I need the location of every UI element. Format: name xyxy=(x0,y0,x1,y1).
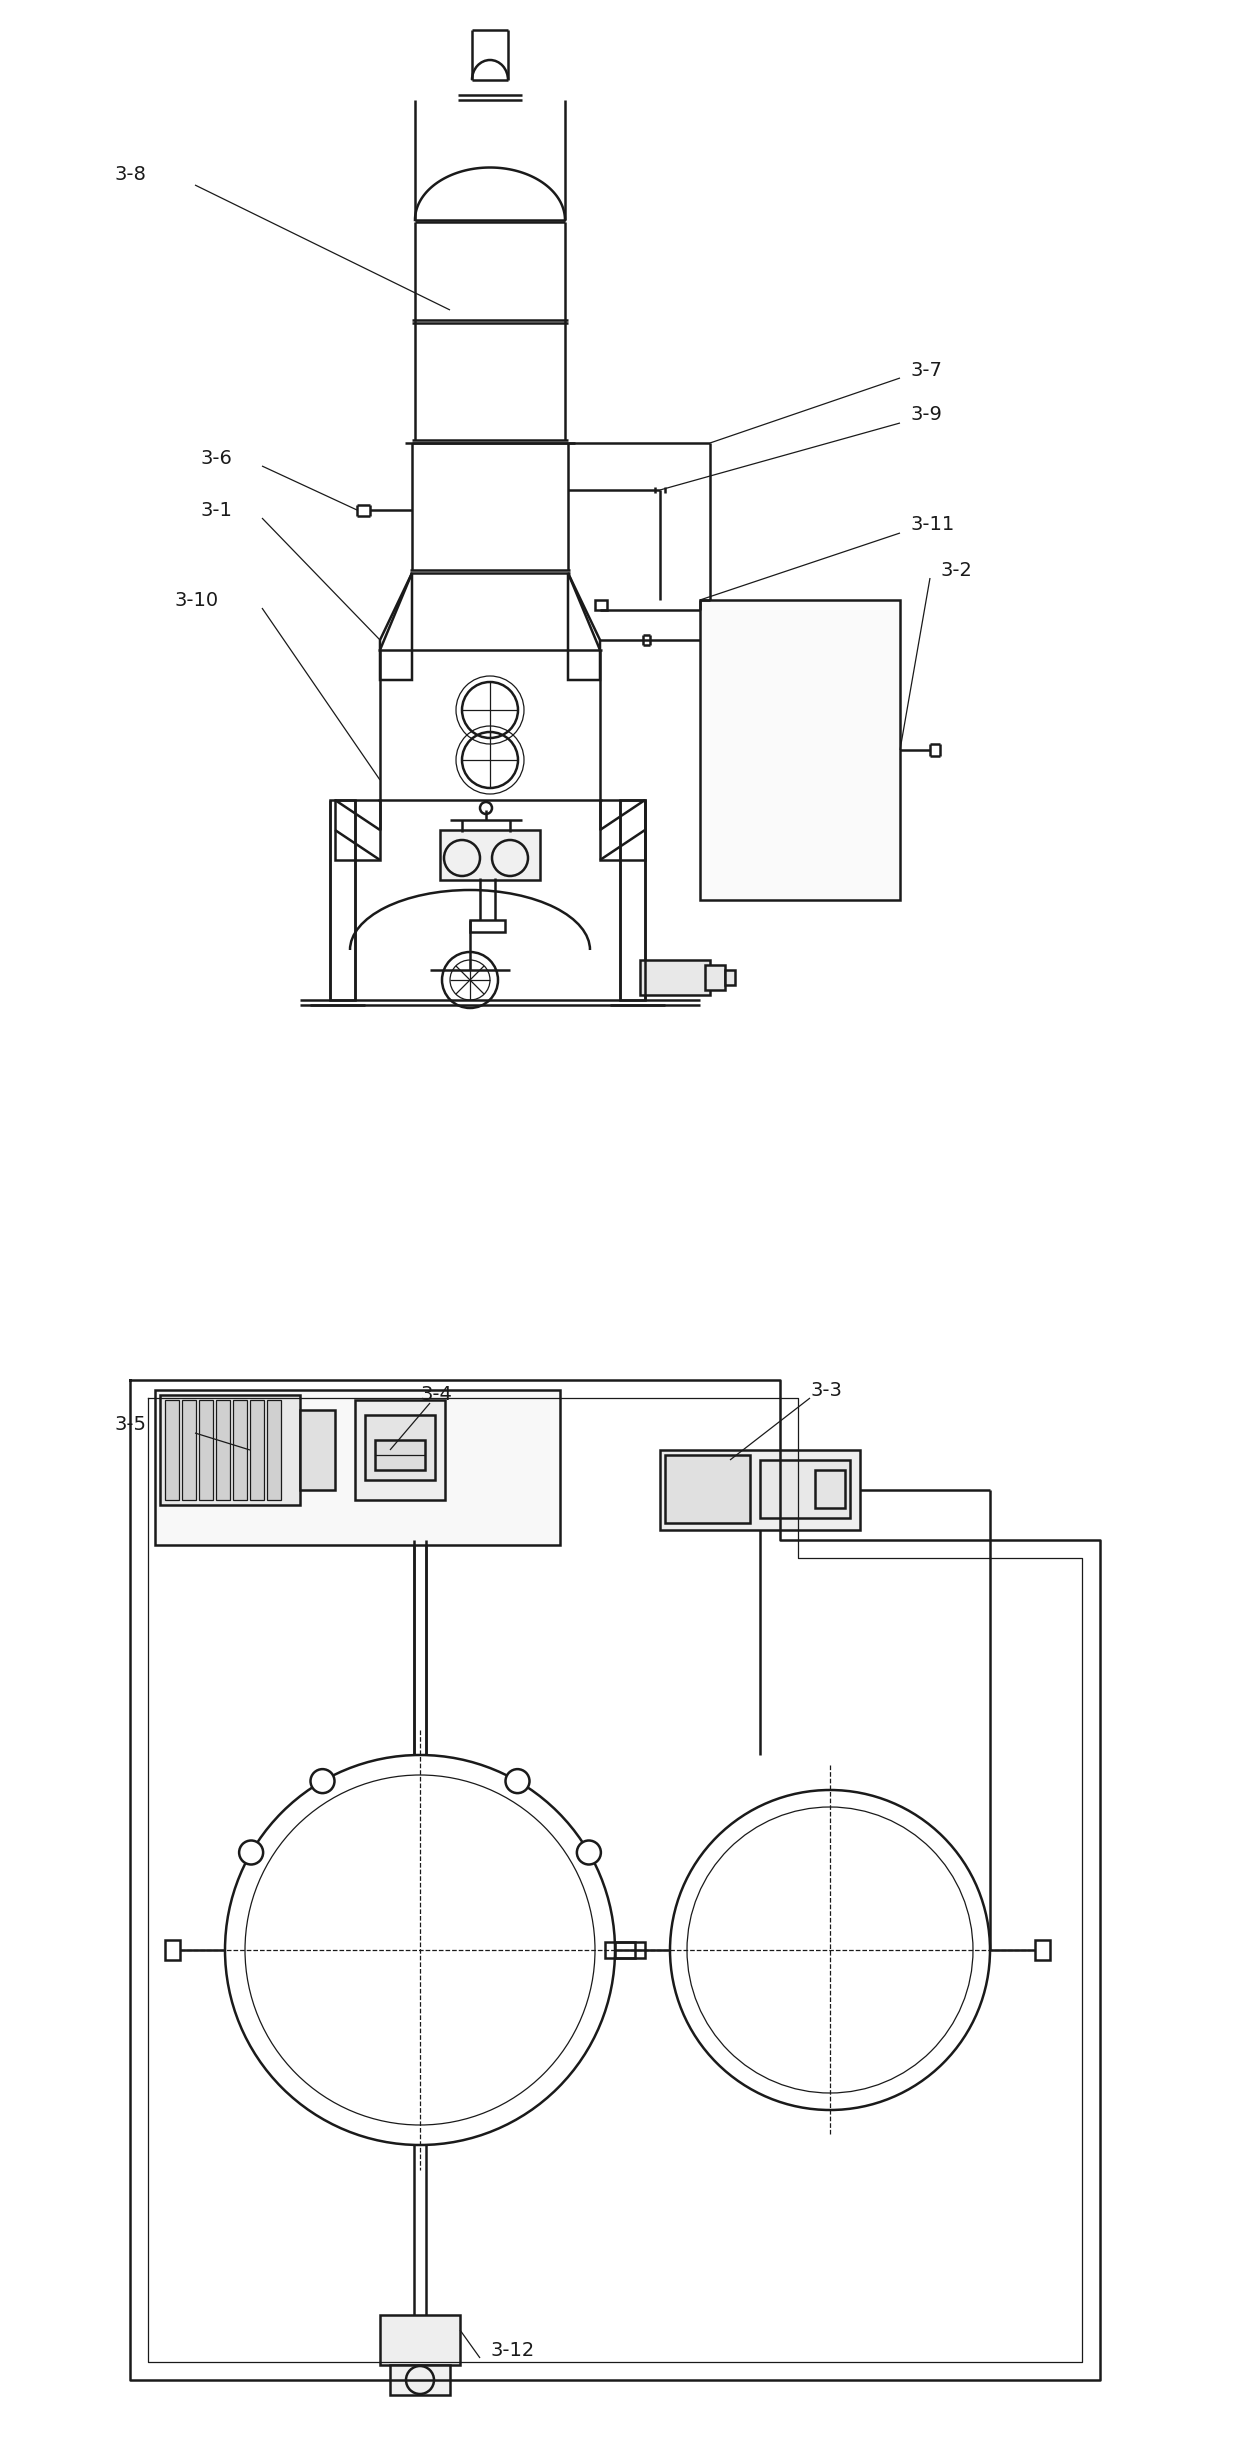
Bar xyxy=(440,831,539,880)
Bar xyxy=(355,1399,445,1500)
Bar xyxy=(182,1399,196,1500)
Bar xyxy=(725,969,735,986)
Bar xyxy=(267,1399,281,1500)
Bar xyxy=(665,1456,750,1522)
Bar xyxy=(391,2366,450,2395)
Bar xyxy=(250,1399,264,1500)
Text: 3-11: 3-11 xyxy=(910,516,955,534)
Text: 3-4: 3-4 xyxy=(420,1384,451,1404)
Bar xyxy=(701,600,900,900)
Bar xyxy=(1035,1940,1050,1960)
Circle shape xyxy=(310,1768,335,1793)
Text: 3-10: 3-10 xyxy=(175,590,219,610)
Bar xyxy=(706,964,725,991)
Bar xyxy=(660,1451,861,1529)
Text: 3-1: 3-1 xyxy=(200,502,232,519)
Bar xyxy=(155,1389,560,1544)
Bar xyxy=(365,1414,435,1480)
Bar xyxy=(615,1943,645,1957)
Bar xyxy=(620,799,645,1001)
Circle shape xyxy=(506,1768,529,1793)
Text: 3-5: 3-5 xyxy=(115,1416,148,1434)
Bar xyxy=(233,1399,247,1500)
Bar xyxy=(330,799,355,1001)
Bar xyxy=(815,1470,844,1507)
Bar xyxy=(374,1441,425,1470)
Bar xyxy=(605,1943,635,1957)
Bar xyxy=(470,920,505,932)
Text: 3-3: 3-3 xyxy=(810,1379,842,1399)
Bar xyxy=(216,1399,229,1500)
Bar xyxy=(165,1399,179,1500)
Bar xyxy=(160,1394,300,1505)
Bar xyxy=(165,1940,180,1960)
Bar xyxy=(300,1409,335,1490)
Circle shape xyxy=(239,1839,263,1864)
Text: 3-6: 3-6 xyxy=(200,448,232,467)
Text: 3-8: 3-8 xyxy=(115,165,146,184)
Text: 3-7: 3-7 xyxy=(910,361,942,379)
Bar xyxy=(379,2314,460,2366)
Bar xyxy=(595,600,608,610)
Text: 3-12: 3-12 xyxy=(490,2341,534,2361)
Text: 3-9: 3-9 xyxy=(910,406,942,425)
Text: 3-2: 3-2 xyxy=(940,561,972,580)
Circle shape xyxy=(577,1839,601,1864)
Bar xyxy=(198,1399,213,1500)
Bar xyxy=(640,959,711,996)
Bar xyxy=(760,1461,849,1517)
